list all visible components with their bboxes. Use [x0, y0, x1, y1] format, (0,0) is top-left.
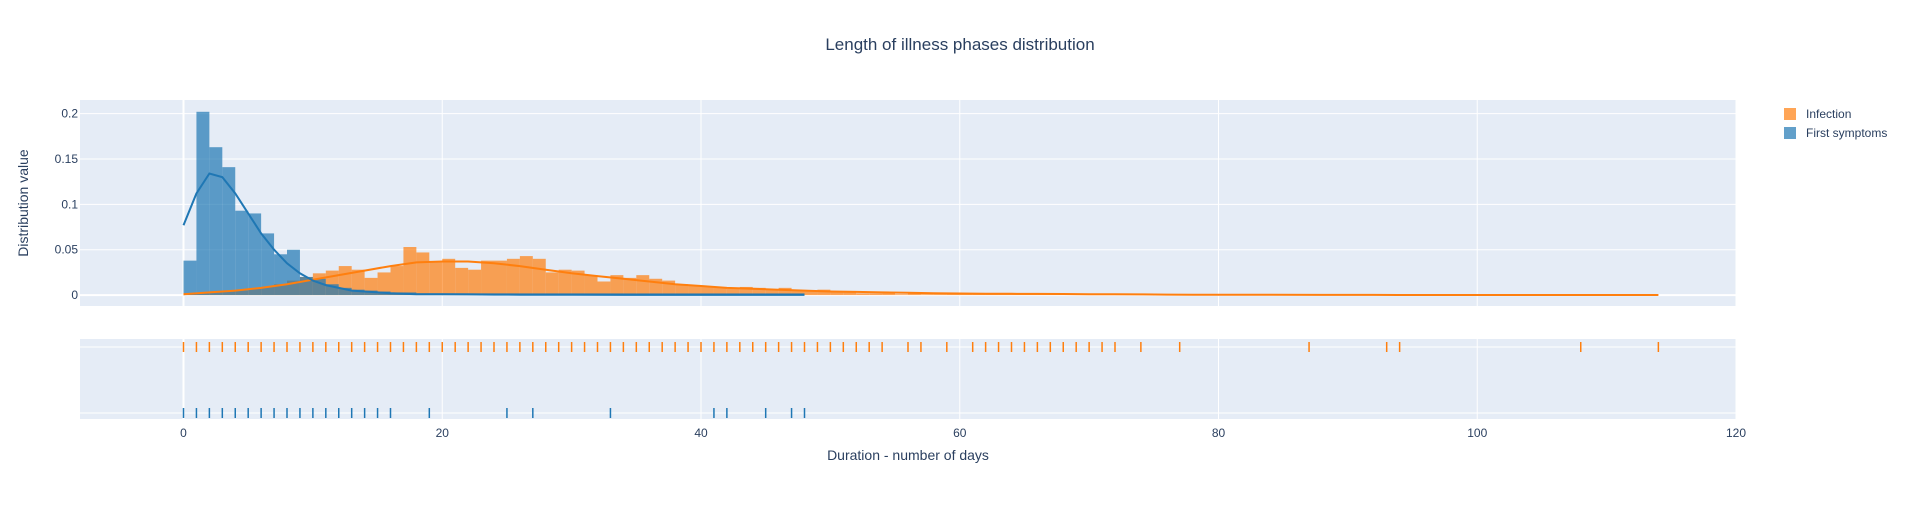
infection-bar: [804, 291, 818, 296]
chart-title: Length of illness phases distribution: [825, 35, 1094, 54]
infection-bar: [623, 277, 637, 296]
infection-bar: [429, 262, 443, 296]
infection-bar: [791, 290, 805, 296]
legend-swatch-first-symptoms: [1784, 127, 1796, 139]
first-symptoms-bar: [196, 111, 210, 296]
infection-bar: [856, 293, 870, 296]
legend-item-first-symptoms[interactable]: First symptoms: [1784, 126, 1887, 140]
infection-bar: [494, 260, 507, 296]
infection-bar: [571, 270, 585, 296]
infection-kde-line: [183, 260, 1659, 296]
legend-swatch-infection: [1784, 108, 1796, 120]
infection-bar: [506, 258, 520, 296]
x-tick-label: 80: [1212, 426, 1226, 440]
first-symptoms-bar: [312, 278, 326, 296]
infection-bar: [545, 272, 559, 296]
infection-bar: [972, 294, 986, 296]
infection-bar: [920, 294, 934, 296]
first-symptoms-bar: [325, 284, 339, 296]
y-tick-labels: 0 0.05 0.1 0.15 0.2: [55, 107, 79, 302]
x-tick-label: 60: [953, 426, 967, 440]
infection-bar: [351, 269, 365, 296]
y-tick-label: 0.2: [61, 107, 78, 121]
infection-bar: [778, 287, 792, 296]
infection-bar: [597, 281, 611, 296]
infection-bar: [519, 256, 533, 296]
infection-bar: [933, 294, 947, 296]
infection-bar: [403, 247, 417, 296]
first-symptoms-bar: [183, 260, 197, 296]
infection-bar: [688, 285, 701, 296]
infection-bar: [713, 287, 727, 296]
infection-bar: [830, 292, 844, 296]
y-tick-label: 0: [71, 288, 78, 302]
infection-bar: [882, 292, 896, 296]
y-tick-label: 0.15: [55, 152, 79, 166]
first-symptoms-bar: [248, 213, 262, 296]
infection-bar: [675, 284, 689, 296]
y-tick-label: 0.1: [61, 197, 78, 211]
legend-label-first-symptoms: First symptoms: [1806, 126, 1887, 140]
infection-bar: [739, 286, 753, 296]
x-axis-label: Duration - number of days: [827, 447, 989, 463]
infection-bar: [843, 292, 857, 296]
legend-item-infection[interactable]: Infection: [1784, 107, 1851, 121]
first-symptoms-bar: [351, 289, 365, 296]
infection-bar: [377, 272, 391, 296]
rug-marks: [182, 342, 1660, 418]
first-symptoms-kde-line: [182, 172, 805, 296]
infection-bar: [558, 269, 572, 296]
infection-bar: [869, 293, 883, 296]
x-tick-label: 120: [1726, 426, 1746, 440]
infection-bar: [390, 266, 404, 296]
rug-plot-bg: [80, 339, 1736, 419]
first-symptoms-bar: [235, 210, 249, 296]
infection-bar: [468, 269, 482, 296]
infection-bar: [752, 287, 766, 296]
infection-bar: [817, 289, 831, 296]
infection-bar: [455, 267, 469, 296]
first-symptoms-bar: [261, 233, 275, 296]
x-tick-labels: 0 20 40 60 80 100 120: [180, 426, 1746, 440]
infection-bar: [610, 275, 624, 296]
x-tick-label: 0: [180, 426, 187, 440]
infection-bar: [442, 258, 456, 296]
infection-bar: [765, 289, 779, 296]
y-axis-label: Distribution value: [15, 149, 31, 257]
x-tick-label: 40: [694, 426, 708, 440]
x-tick-label: 100: [1467, 426, 1487, 440]
infection-bar: [701, 286, 714, 296]
infection-bar: [584, 275, 598, 296]
kde-curves: [182, 172, 1659, 296]
infection-bar: [726, 288, 740, 296]
first-symptoms-bar: [338, 287, 352, 296]
infection-bar: [908, 293, 921, 296]
first-symptoms-bar: [209, 147, 223, 296]
infection-bar: [959, 294, 973, 296]
legend: Infection First symptoms: [1784, 107, 1887, 140]
infection-bar: [895, 294, 908, 296]
x-tick-label: 20: [436, 426, 450, 440]
infection-bar: [636, 275, 650, 296]
y-tick-label: 0.05: [55, 243, 79, 257]
first-symptoms-bar: [222, 167, 236, 296]
infection-bar: [481, 260, 494, 296]
infection-bar: [416, 252, 430, 296]
legend-label-infection: Infection: [1806, 107, 1851, 121]
infection-bar: [532, 258, 546, 296]
